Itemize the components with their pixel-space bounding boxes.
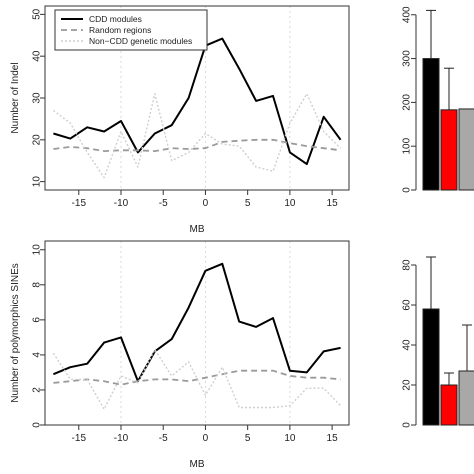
x-tick-label: 10 <box>284 433 296 444</box>
x-tick-label: 0 <box>203 198 209 209</box>
bar <box>422 308 440 426</box>
series-line-dashed <box>53 138 341 153</box>
indel-line-panel: 10 20 30 40 50 -15 -10 -5 0 5 10 15 MB Number of Inde… <box>10 5 350 235</box>
y-tick-label: 8 <box>32 282 43 288</box>
y-tick-label: 200 <box>402 94 413 111</box>
x-axis-title: MB <box>190 459 205 470</box>
y-tick-label: 20 <box>402 379 413 391</box>
x-tick-label: -15 <box>72 433 87 444</box>
sines-bar-panel: 0 20 40 60 80 <box>402 256 474 428</box>
x-tick-label: -15 <box>72 198 87 209</box>
bar <box>440 109 458 191</box>
x-tick-label: 5 <box>245 198 251 209</box>
x-tick-label: -10 <box>114 198 129 209</box>
x-tick-label: 5 <box>245 433 251 444</box>
y-tick-label: 6 <box>32 317 43 323</box>
y-tick-label: 20 <box>32 134 43 146</box>
legend-label: Random regions <box>89 25 151 35</box>
y-tick-label: 10 <box>32 244 43 256</box>
y-tick-label: 2 <box>32 387 43 393</box>
legend-box <box>54 9 208 51</box>
x-tick-label: -5 <box>159 198 168 209</box>
bar <box>458 370 474 426</box>
legend-label: Non−CDD genetic modules <box>89 36 192 46</box>
x-axis-title: MB <box>190 224 205 235</box>
bar <box>422 58 440 191</box>
series-line-solid <box>53 37 342 166</box>
y-tick-label: 0 <box>402 187 413 193</box>
x-tick-label: -5 <box>159 433 168 444</box>
y-tick-label: 10 <box>32 176 43 188</box>
y-tick-label: 4 <box>32 352 43 358</box>
legend-label: CDD modules <box>89 14 142 24</box>
y-tick-label: 300 <box>402 50 413 67</box>
y-tick-label: 60 <box>402 299 413 311</box>
y-tick-label: 50 <box>32 8 43 20</box>
indel-bar-panel: 0 100 200 300 400 <box>402 6 474 193</box>
bar <box>458 108 474 191</box>
x-tick-label: 15 <box>327 433 339 444</box>
y-tick-label: 40 <box>32 50 43 62</box>
y-tick-label: 0 <box>402 422 413 428</box>
y-tick-label: 0 <box>32 422 43 428</box>
y-tick-label: 400 <box>402 6 413 23</box>
y-axis-title: Number of polymorphics SINEs <box>10 263 21 403</box>
x-tick-label: 0 <box>203 433 209 444</box>
x-tick-label: -10 <box>114 433 129 444</box>
plot-frame <box>44 240 350 426</box>
y-tick-label: 30 <box>32 92 43 104</box>
series-line-dotted <box>52 93 342 179</box>
y-tick-label: 100 <box>402 137 413 154</box>
y-axis-title: Number of Indel <box>10 62 21 133</box>
y-tick-label: 40 <box>402 339 413 351</box>
series-line-solid <box>53 262 341 383</box>
sines-line-panel: 0 2 4 6 8 10 -15 -10 -5 0 5 10 15 MB Number of polymor… <box>10 240 350 470</box>
bar <box>440 384 458 426</box>
x-tick-label: 15 <box>327 198 339 209</box>
y-tick-label: 80 <box>402 259 413 271</box>
x-tick-label: 10 <box>284 198 296 209</box>
series-line-dashed <box>53 369 341 386</box>
series-line-dotted <box>52 348 342 410</box>
